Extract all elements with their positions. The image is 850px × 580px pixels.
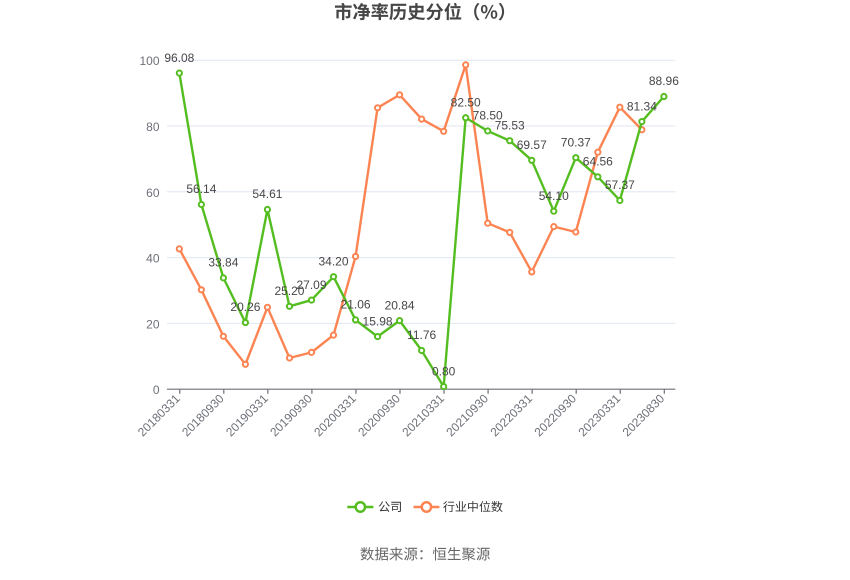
svg-text:25.20: 25.20 bbox=[274, 284, 304, 298]
svg-text:21.06: 21.06 bbox=[341, 298, 371, 312]
svg-text:80: 80 bbox=[146, 120, 160, 134]
svg-text:54.10: 54.10 bbox=[539, 189, 569, 203]
svg-text:20230830: 20230830 bbox=[620, 391, 668, 439]
svg-text:34.20: 34.20 bbox=[319, 254, 349, 268]
svg-text:33.84: 33.84 bbox=[208, 256, 238, 270]
svg-text:20: 20 bbox=[146, 317, 160, 331]
svg-text:75.53: 75.53 bbox=[495, 118, 525, 132]
svg-text:60: 60 bbox=[146, 186, 160, 200]
svg-text:20190930: 20190930 bbox=[267, 391, 315, 439]
svg-text:88.96: 88.96 bbox=[649, 74, 679, 88]
svg-text:96.08: 96.08 bbox=[164, 51, 194, 65]
svg-text:0: 0 bbox=[153, 383, 160, 397]
svg-text:40: 40 bbox=[146, 252, 160, 266]
svg-text:20180331: 20180331 bbox=[135, 391, 183, 439]
svg-text:20220331: 20220331 bbox=[487, 391, 535, 439]
svg-text:20200930: 20200930 bbox=[355, 391, 403, 439]
svg-text:20.26: 20.26 bbox=[230, 300, 260, 314]
svg-text:64.56: 64.56 bbox=[583, 155, 613, 169]
svg-text:69.57: 69.57 bbox=[517, 138, 547, 152]
svg-text:20200331: 20200331 bbox=[311, 391, 359, 439]
svg-text:27.09: 27.09 bbox=[296, 278, 326, 292]
svg-text:15.98: 15.98 bbox=[363, 314, 393, 328]
svg-text:82.50: 82.50 bbox=[451, 95, 481, 109]
svg-text:20230331: 20230331 bbox=[576, 391, 624, 439]
svg-text:54.61: 54.61 bbox=[252, 187, 282, 201]
svg-text:11.76: 11.76 bbox=[407, 328, 436, 342]
svg-text:20210331: 20210331 bbox=[399, 391, 447, 439]
svg-text:100: 100 bbox=[139, 54, 159, 68]
svg-text:20210930: 20210930 bbox=[443, 391, 491, 439]
svg-text:56.14: 56.14 bbox=[186, 182, 216, 196]
svg-text:0.80: 0.80 bbox=[432, 364, 456, 378]
svg-text:78.50: 78.50 bbox=[473, 109, 503, 123]
svg-text:81.34: 81.34 bbox=[627, 99, 657, 113]
svg-text:20190331: 20190331 bbox=[223, 391, 271, 439]
svg-text:20180930: 20180930 bbox=[179, 391, 227, 439]
svg-text:20220930: 20220930 bbox=[531, 391, 579, 439]
svg-text:20.84: 20.84 bbox=[385, 298, 415, 312]
svg-text:57.37: 57.37 bbox=[605, 178, 635, 192]
svg-text:70.37: 70.37 bbox=[561, 135, 591, 149]
